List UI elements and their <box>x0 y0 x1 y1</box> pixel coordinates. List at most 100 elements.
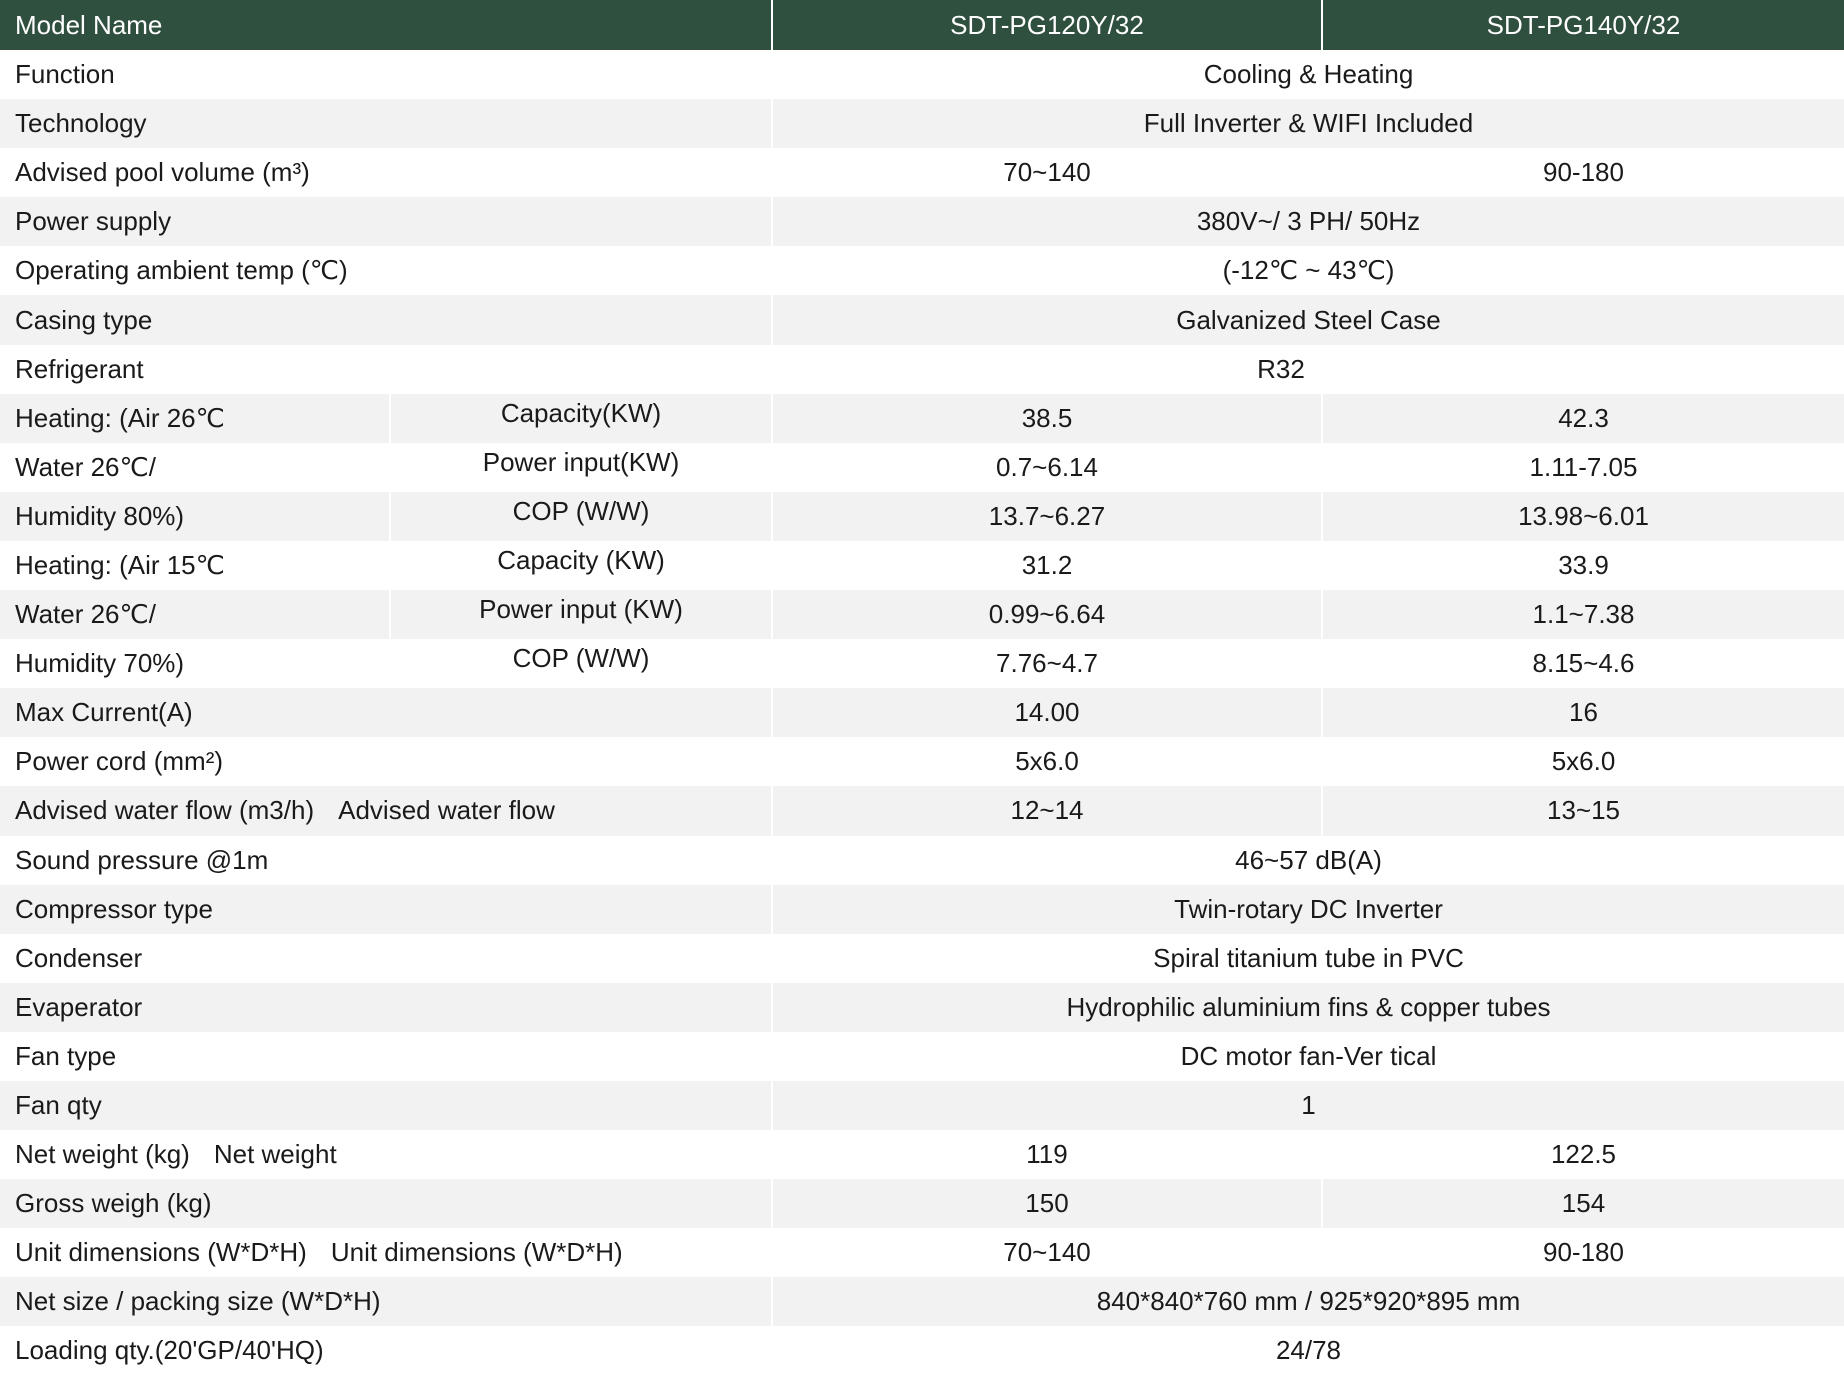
row-sub-label: Power input(KW) <box>389 442 772 492</box>
row-value: DC motor fan-Ver tical <box>771 1031 1844 1081</box>
row-value: 24/78 <box>771 1326 1844 1376</box>
row-value: 840*840*760 mm / 925*920*895 mm <box>771 1277 1844 1327</box>
row-sub-label: COP (W/W) <box>389 491 772 541</box>
row-value-model-2: 90-180 <box>1321 148 1844 198</box>
row-label: Technology <box>0 99 772 149</box>
row-label-extra: Advised water flow <box>338 795 555 826</box>
row-label: Loading qty.(20'GP/40'HQ) <box>0 1326 772 1376</box>
row-net-size: Net size / packing size (W*D*H) 840*840*… <box>0 1277 1844 1327</box>
row-heating-b-capacity: Heating: (Air 15℃ Capacity (KW) 31.2 33.… <box>0 540 1844 591</box>
row-sound: Sound pressure @1m 46~57 dB(A) <box>0 835 1844 885</box>
row-value-model-2: 13~15 <box>1321 786 1844 836</box>
row-sub-label: COP (W/W) <box>389 639 772 689</box>
row-value-model-1: 70~140 <box>771 148 1322 198</box>
row-value: Cooling & Heating <box>771 50 1844 100</box>
row-technology: Technology Full Inverter & WIFI Included <box>0 99 1844 149</box>
row-value: R32 <box>771 344 1844 394</box>
row-value-model-2: 90-180 <box>1321 1228 1844 1278</box>
row-label-extra: Net weight <box>213 1139 337 1170</box>
row-power-supply: Power supply 380V~/ 3 PH/ 50Hz <box>0 197 1844 247</box>
row-value: Spiral titanium tube in PVC <box>771 933 1844 983</box>
header-model-2: SDT-PG140Y/32 <box>1321 0 1844 50</box>
row-fan-type: Fan type DC motor fan-Ver tical <box>0 1031 1844 1081</box>
row-heating-a-capacity: Heating: (Air 26℃ Capacity(KW) 38.5 42.3 <box>0 393 1844 443</box>
row-value-model-2: 16 <box>1321 688 1844 738</box>
row-value-model-1: 119 <box>771 1130 1322 1180</box>
row-label: Humidity 70%) <box>0 639 390 689</box>
row-label: Evaperator <box>0 982 772 1032</box>
row-label: Fan qty <box>0 1080 772 1131</box>
row-label: Power supply <box>0 197 772 247</box>
row-value-model-1: 14.00 <box>771 688 1322 738</box>
header-model-1: SDT-PG120Y/32 <box>771 0 1322 50</box>
row-value-model-1: 31.2 <box>771 540 1322 591</box>
row-sub-label: Capacity(KW) <box>389 393 772 443</box>
row-pool-volume: Advised pool volume (m³) 70~140 90-180 <box>0 148 1844 198</box>
row-value-model-1: 70~140 <box>771 1228 1322 1278</box>
row-value-model-2: 154 <box>1321 1179 1844 1229</box>
row-power-cord: Power cord (mm²) 5x6.0 5x6.0 <box>0 737 1844 787</box>
row-label: Power cord (mm²) <box>0 737 772 787</box>
row-label: Sound pressure @1m <box>0 835 772 885</box>
row-heating-a-power: Water 26℃/ Power input(KW) 0.7~6.14 1.11… <box>0 442 1844 492</box>
row-function: Function Cooling & Heating <box>0 50 1844 100</box>
row-compressor: Compressor type Twin-rotary DC Inverter <box>0 884 1844 934</box>
row-label: Operating ambient temp (℃) <box>0 246 772 296</box>
row-value-model-1: 150 <box>771 1179 1322 1229</box>
row-value-model-2: 33.9 <box>1321 540 1844 591</box>
row-label: Humidity 80%) <box>0 491 390 541</box>
row-label: Casing type <box>0 295 772 345</box>
row-value-model-2: 1.11-7.05 <box>1321 442 1844 492</box>
row-label: Unit dimensions (W*D*H) Unit dimensions (… <box>0 1228 772 1278</box>
row-sub-label: Power input (KW) <box>389 590 772 640</box>
row-label-extra: Unit dimensions (W*D*H) <box>330 1237 623 1268</box>
row-value-model-1: 38.5 <box>771 393 1322 443</box>
row-heating-b-cop: Humidity 70%) COP (W/W) 7.76~4.7 8.15~4.… <box>0 639 1844 689</box>
row-value: Full Inverter & WIFI Included <box>771 99 1844 149</box>
row-sub-label: Capacity (KW) <box>389 540 772 591</box>
row-water-flow: Advised water flow (m3/h) Advised water f… <box>0 786 1844 836</box>
row-fan-qty: Fan qty 1 <box>0 1080 1844 1131</box>
row-net-weight: Net weight (kg) Net weight 119 122.5 <box>0 1130 1844 1180</box>
row-value-model-2: 1.1~7.38 <box>1321 590 1844 640</box>
row-ambient-temp: Operating ambient temp (℃) (-12℃ ~ 43℃) <box>0 246 1844 296</box>
row-label: Net size / packing size (W*D*H) <box>0 1277 772 1327</box>
header-label: Model Name <box>0 0 772 50</box>
row-value-model-2: 8.15~4.6 <box>1321 639 1844 689</box>
row-value-model-1: 12~14 <box>771 786 1322 836</box>
row-value: 1 <box>771 1080 1844 1131</box>
row-value-model-1: 0.99~6.64 <box>771 590 1322 640</box>
row-condenser: Condenser Spiral titanium tube in PVC <box>0 933 1844 983</box>
row-label: Compressor type <box>0 884 772 934</box>
row-gross-weight: Gross weigh (kg) 150 154 <box>0 1179 1844 1229</box>
row-max-current: Max Current(A) 14.00 16 <box>0 688 1844 738</box>
row-value-model-1: 0.7~6.14 <box>771 442 1322 492</box>
row-value: (-12℃ ~ 43℃) <box>771 246 1844 296</box>
row-label: Advised water flow (m3/h) Advised water f… <box>0 786 772 836</box>
row-loading: Loading qty.(20'GP/40'HQ) 24/78 <box>0 1326 1844 1376</box>
row-value-model-1: 13.7~6.27 <box>771 491 1322 541</box>
row-heating-b-power: Water 26℃/ Power input (KW) 0.99~6.64 1.… <box>0 590 1844 640</box>
row-refrigerant: Refrigerant R32 <box>0 344 1844 394</box>
row-label-text: Advised water flow (m3/h) <box>15 795 315 826</box>
row-value: Galvanized Steel Case <box>771 295 1844 345</box>
row-heating-a-cop: Humidity 80%) COP (W/W) 13.7~6.27 13.98~… <box>0 491 1844 541</box>
row-value: 46~57 dB(A) <box>771 835 1844 885</box>
row-label: Heating: (Air 26℃ <box>0 393 390 443</box>
row-label: Function <box>0 50 772 100</box>
row-label-text: Net weight (kg) <box>15 1139 190 1170</box>
row-casing: Casing type Galvanized Steel Case <box>0 295 1844 345</box>
row-label-text: Unit dimensions (W*D*H) <box>15 1237 307 1268</box>
header-row: Model Name SDT-PG120Y/32 SDT-PG140Y/32 <box>0 0 1844 50</box>
row-value: 380V~/ 3 PH/ 50Hz <box>771 197 1844 247</box>
row-label: Advised pool volume (m³) <box>0 148 772 198</box>
row-label: Net weight (kg) Net weight <box>0 1130 772 1180</box>
row-label: Water 26℃/ <box>0 590 390 640</box>
row-value-model-2: 5x6.0 <box>1321 737 1844 787</box>
row-value-model-2: 122.5 <box>1321 1130 1844 1180</box>
row-value: Twin-rotary DC Inverter <box>771 884 1844 934</box>
row-label: Max Current(A) <box>0 688 772 738</box>
row-label: Gross weigh (kg) <box>0 1179 772 1229</box>
